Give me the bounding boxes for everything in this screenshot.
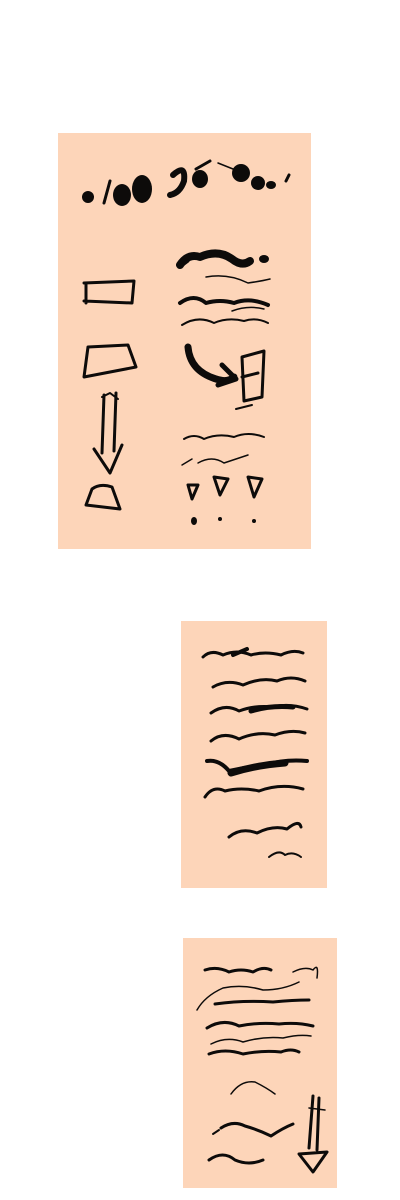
wave-stroke-group	[201, 647, 309, 858]
wave-stroke	[207, 1153, 265, 1165]
wave-stroke	[292, 966, 319, 979]
ink-stroke	[178, 296, 270, 307]
wave-stroke	[203, 966, 273, 974]
door-shape	[240, 349, 266, 403]
down-arrow-shape	[92, 391, 124, 475]
ink-blob	[132, 175, 152, 203]
ink-blob	[232, 164, 250, 182]
arrow-tail	[308, 1107, 326, 1111]
wave-stroke	[207, 1048, 301, 1056]
ink-stroke	[102, 179, 112, 205]
wave-stroke	[205, 1021, 315, 1030]
wave-stroke	[213, 998, 311, 1006]
wave-stroke	[268, 851, 302, 858]
panel-3-drawing	[183, 938, 337, 1188]
ink-stroke	[194, 159, 212, 171]
triangle-shape	[186, 483, 200, 501]
ink-blob	[266, 181, 276, 189]
panel-background	[58, 133, 311, 549]
rectangle-shape	[82, 343, 138, 379]
sketch-panel-large	[58, 133, 311, 549]
wave-stroke	[210, 1034, 312, 1045]
ink-stroke	[284, 173, 291, 183]
ink-stroke	[181, 318, 269, 326]
ink-stroke	[181, 454, 249, 466]
sketch-panel-waves-arrow	[183, 938, 337, 1188]
brush-stroke-group	[82, 159, 291, 525]
ink-dot	[191, 517, 197, 525]
panel-background	[183, 938, 337, 1188]
wave-stroke-group	[196, 966, 329, 1174]
rectangle-shape	[84, 483, 122, 511]
ink-stroke	[178, 259, 190, 269]
ink-dot	[82, 191, 94, 203]
wave-stroke	[209, 729, 307, 743]
wave-stroke	[230, 1081, 276, 1095]
arrow-head	[215, 362, 239, 388]
rectangle-shape	[82, 279, 136, 305]
wave-stroke	[203, 784, 305, 799]
sketch-panel-waves	[181, 621, 327, 888]
wave-stroke	[227, 759, 289, 777]
ink-blob	[251, 176, 265, 190]
wave-stroke	[212, 1129, 220, 1135]
triangle-shape	[246, 475, 264, 499]
ink-stroke	[167, 167, 188, 198]
panel-2-drawing	[181, 621, 327, 888]
ink-stroke	[231, 306, 265, 312]
ink-blob	[113, 184, 131, 206]
ink-stroke	[183, 433, 265, 440]
wave-stroke	[248, 704, 296, 714]
ink-blob	[192, 170, 208, 188]
wave-stroke	[201, 649, 305, 659]
triangle-shape	[212, 475, 230, 497]
ink-stroke	[176, 249, 254, 269]
wave-stroke	[211, 676, 307, 689]
wave-stroke	[231, 647, 249, 657]
panel-background	[181, 621, 327, 888]
wave-stroke	[219, 1121, 295, 1138]
ink-stroke	[205, 275, 271, 284]
panel-1-drawing	[58, 133, 311, 549]
arrow-tail	[101, 392, 119, 400]
ink-dot	[252, 519, 256, 523]
wave-stroke	[196, 981, 300, 1011]
ink-blob	[259, 255, 269, 263]
ink-stroke	[235, 404, 253, 410]
ink-dot	[218, 517, 222, 521]
down-arrow-shape	[297, 1094, 329, 1174]
wave-stroke	[227, 822, 303, 839]
